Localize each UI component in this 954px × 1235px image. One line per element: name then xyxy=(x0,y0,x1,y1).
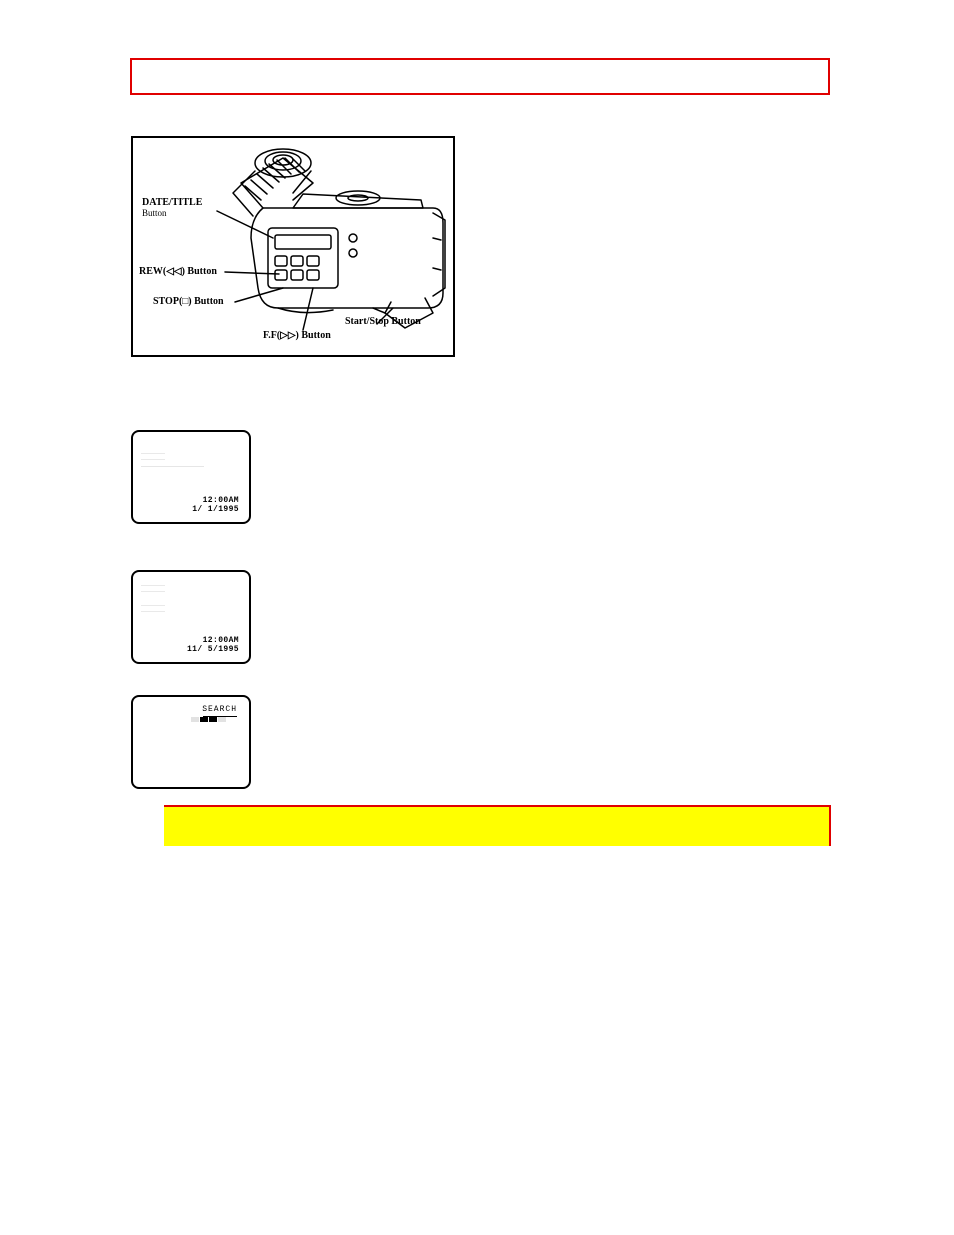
label-ff: F.F(▷▷) Button xyxy=(263,330,331,341)
label-startstop-text: Start/Stop Button xyxy=(345,316,421,327)
vf3-search-label: SEARCH xyxy=(202,705,237,714)
top-banner xyxy=(130,58,830,95)
viewfinder-3: SEARCH xyxy=(131,695,251,789)
label-stop: STOP(□) Button xyxy=(153,296,224,307)
viewfinder-1: 12:00AM 1/ 1/1995 xyxy=(131,430,251,524)
label-ff-text: F.F(▷▷) Button xyxy=(263,330,331,341)
label-stop-text: STOP(□) Button xyxy=(153,296,224,307)
vf1-readout: 12:00AM 1/ 1/1995 xyxy=(192,496,239,514)
label-startstop: Start/Stop Button xyxy=(345,316,421,327)
highlight-bar xyxy=(164,805,831,846)
vf3-progress-seg xyxy=(218,717,226,722)
vf1-scanline xyxy=(141,466,204,467)
label-rew-text: REW(◁◁) Button xyxy=(139,266,217,277)
label-rew: REW(◁◁) Button xyxy=(139,266,217,277)
vf2-readout: 12:00AM 11/ 5/1995 xyxy=(187,636,239,654)
vf3-progress-seg xyxy=(191,717,199,722)
vf1-faint-mark xyxy=(141,450,165,466)
vf1-date: 1/ 1/1995 xyxy=(192,505,239,514)
vf2-faint-mark-2 xyxy=(141,602,165,618)
vf1-time: 12:00AM xyxy=(192,496,239,505)
vf3-progress-seg xyxy=(209,717,217,722)
label-date-title: DATE/TITLE Button xyxy=(142,197,202,219)
vf2-time: 12:00AM xyxy=(187,636,239,645)
vf3-progress-seg xyxy=(200,717,208,722)
label-date-title-text: DATE/TITLE xyxy=(142,197,202,208)
viewfinder-2: 12:00AM 11/ 5/1995 xyxy=(131,570,251,664)
label-date-title-sub: Button xyxy=(142,208,202,219)
vf2-faint-mark-1 xyxy=(141,582,165,598)
vf2-date: 11/ 5/1995 xyxy=(187,645,239,654)
vf3-progress-bar xyxy=(191,717,226,722)
product-diagram: DATE/TITLE Button REW(◁◁) Button STOP(□)… xyxy=(131,136,455,357)
page: DATE/TITLE Button REW(◁◁) Button STOP(□)… xyxy=(0,0,954,1235)
